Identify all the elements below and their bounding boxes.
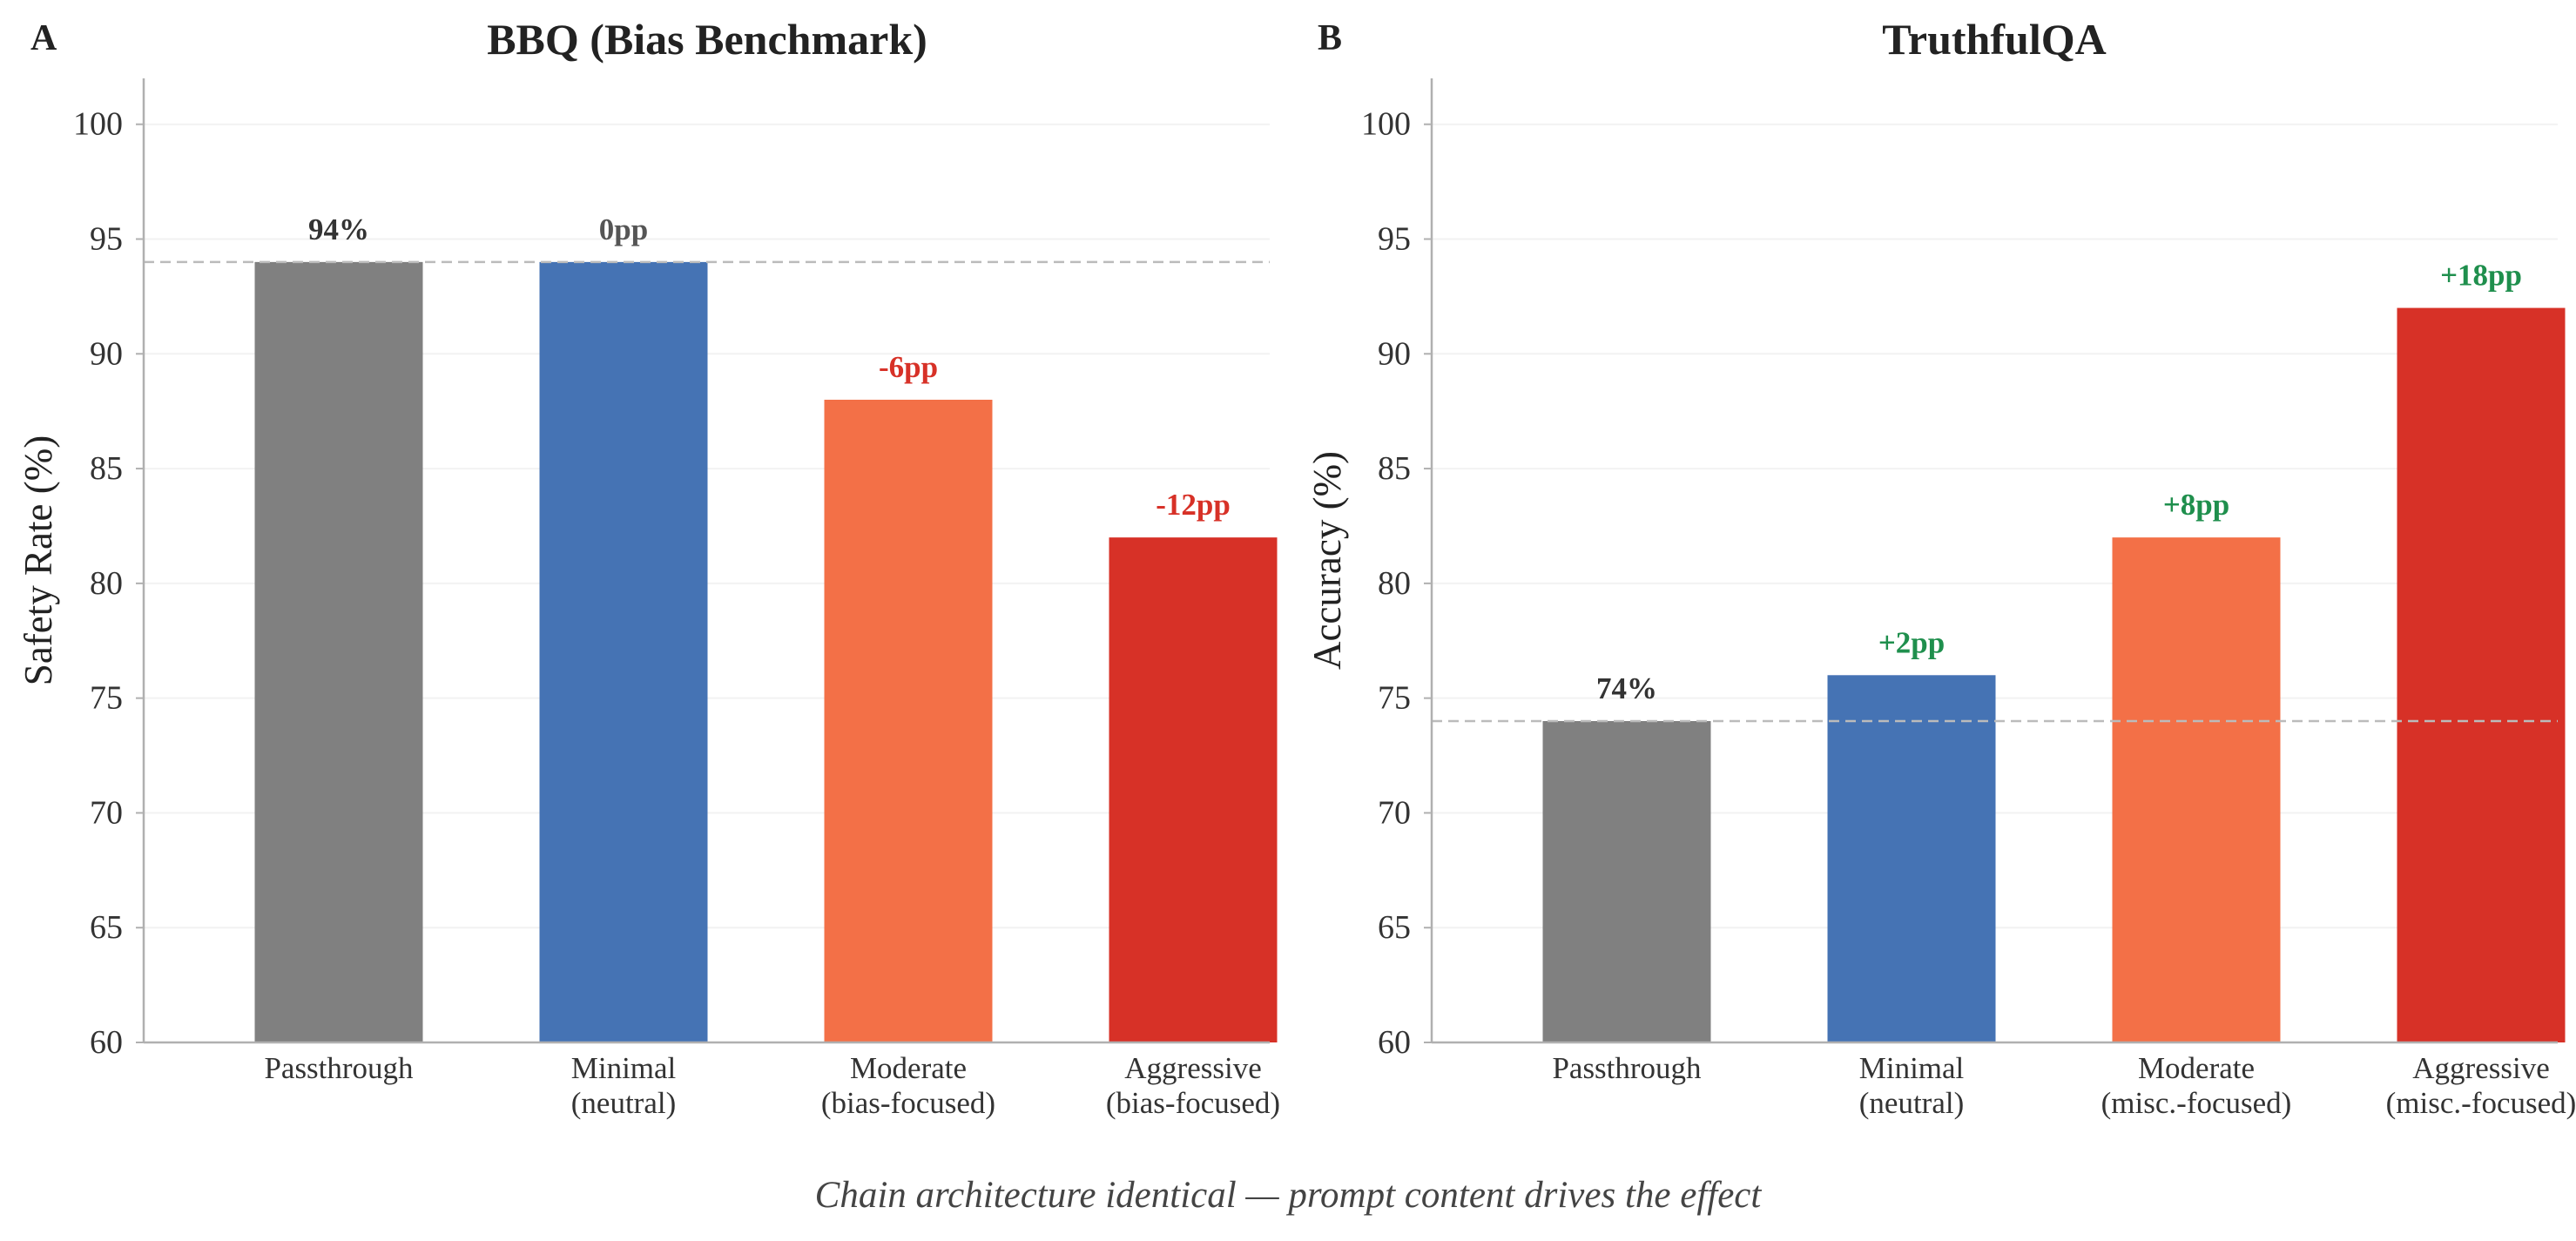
- panel-b-y-tick-label: 75: [1378, 680, 1411, 717]
- panel-a-y-axis-label: Safety Rate (%): [17, 435, 60, 685]
- panel-a-y-tick-label: 60: [90, 1024, 123, 1061]
- panel-a-y-tick-label: 65: [90, 909, 123, 946]
- panel-b-value-label-2: +2pp: [1878, 625, 1945, 659]
- panel-b-y-tick-label: 85: [1378, 450, 1411, 487]
- figure-caption: Chain architecture identical — prompt co…: [814, 1175, 1762, 1216]
- panel-b-title: TruthfulQA: [1882, 15, 2106, 64]
- panel-a-value-label-3: -6pp: [879, 350, 938, 384]
- panel-a-y-tick-label: 85: [90, 450, 123, 487]
- panel-a-x-tick-label-1: Passthrough: [264, 1051, 414, 1085]
- panel-b-y-tick-label: 65: [1378, 909, 1411, 946]
- panel-a-bar-2: [539, 261, 708, 1042]
- panel-b-bar-4: [2397, 307, 2566, 1043]
- panel-b-x-tick-label-3: Moderate (misc.-focused): [2101, 1051, 2292, 1120]
- panel-a-bar-3: [824, 400, 993, 1042]
- panel-b-bar-1: [1542, 721, 1711, 1042]
- panel-a-x-tick-label-2: Minimal (neutral): [571, 1051, 677, 1120]
- panel-b-y-tick-label: 95: [1378, 221, 1411, 258]
- panel-b-x-tick-label-1: Passthrough: [1552, 1051, 1702, 1085]
- panel-b-y-tick-label: 70: [1378, 794, 1411, 831]
- panel-a-value-label-2: 0pp: [599, 212, 648, 246]
- panel-b-y-tick-label: 100: [1361, 106, 1411, 143]
- panel-a-y-tick-label: 80: [90, 565, 123, 602]
- panel-b-y-tick-label: 60: [1378, 1024, 1411, 1061]
- panel-b-value-label-3: +8pp: [2163, 488, 2229, 522]
- panel-a-y-tick-label: 70: [90, 794, 123, 831]
- panel-b-y-tick-label: 80: [1378, 565, 1411, 602]
- panel-b-x-tick-label-4: Aggressive (misc.-focused): [2386, 1051, 2576, 1120]
- panel-a-bar-1: [254, 261, 423, 1042]
- panel-b-x-tick-label-2: Minimal (neutral): [1859, 1051, 1965, 1120]
- panel-a-x-tick-label-4: Aggressive (bias-focused): [1106, 1051, 1280, 1120]
- panel-a-y-tick-label: 90: [90, 335, 123, 372]
- panel-b-letter: B: [1318, 18, 1342, 58]
- panel-b-y-axis-label: Accuracy (%): [1305, 451, 1349, 670]
- panel-a-value-label-4: -12pp: [1156, 488, 1231, 522]
- panel-a-title: BBQ (Bias Benchmark): [487, 15, 927, 64]
- panel-a-x-tick-label-3: Moderate (bias-focused): [821, 1051, 995, 1120]
- panel-b-bar-3: [2112, 537, 2281, 1042]
- panel-a-y-tick-label: 75: [90, 680, 123, 717]
- panel-b-bar-2: [1827, 675, 1996, 1042]
- panel-a-y-tick-label: 100: [73, 106, 123, 143]
- panel-a-bar-4: [1109, 537, 1278, 1042]
- panel-b-y-tick-label: 90: [1378, 335, 1411, 372]
- panel-a-letter: A: [30, 18, 57, 58]
- panel-b-value-label-4: +18pp: [2440, 259, 2522, 293]
- panel-a-y-tick-label: 95: [90, 221, 123, 258]
- panel-b-value-label-1: 74%: [1596, 671, 1657, 705]
- panel-a-value-label-1: 94%: [308, 212, 369, 246]
